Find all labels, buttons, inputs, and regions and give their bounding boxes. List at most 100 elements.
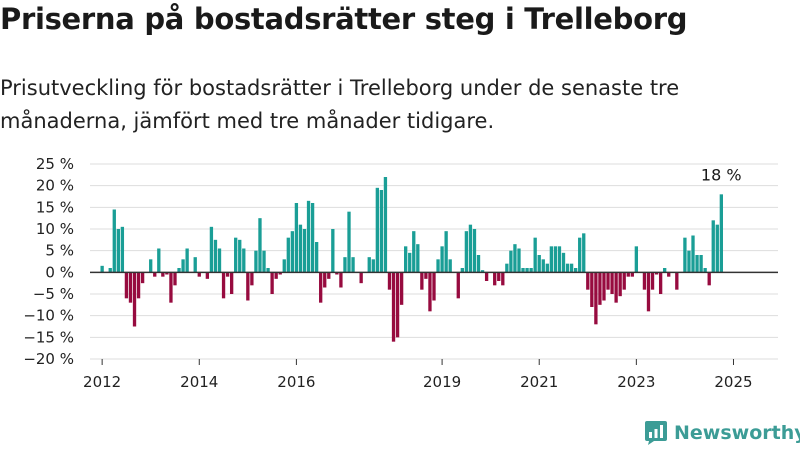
x-tick-label: 2014 <box>180 373 218 391</box>
bar <box>480 270 485 273</box>
bar <box>715 224 719 273</box>
x-tick-label: 2019 <box>423 373 461 391</box>
bar <box>185 248 189 273</box>
bar <box>124 272 129 299</box>
brand-name: Newsworthy <box>674 422 800 444</box>
last-value-annotation: 18 % <box>701 165 742 184</box>
bar <box>128 272 133 303</box>
y-tick-label: −15 % <box>23 328 74 346</box>
bar <box>658 272 663 294</box>
bar <box>282 259 286 273</box>
bar <box>157 248 161 273</box>
bar <box>464 231 469 273</box>
y-axis-ticks: 25 % 20 % 15 % 10 % 5 % 0 % −5 % −10 % −15 % −20 … <box>23 155 74 368</box>
bar <box>181 259 185 273</box>
bar <box>404 246 408 273</box>
bar <box>521 268 525 273</box>
bar <box>517 248 521 273</box>
bar <box>707 272 711 286</box>
bar <box>513 244 517 273</box>
bar <box>561 252 566 273</box>
bar <box>347 211 351 273</box>
bar <box>569 263 574 273</box>
newsworthy-logo-icon <box>645 421 667 445</box>
bar <box>359 272 363 284</box>
x-tick-label: 2012 <box>83 373 121 391</box>
bar <box>205 272 210 279</box>
x-axis-ticks: 2012 2014 2016 2019 2021 2023 2025 <box>83 359 753 391</box>
bar <box>343 257 347 273</box>
bar-chart: 25 % 20 % 15 % 10 % 5 % 0 % −5 % −10 % −15 % −20 … <box>23 155 778 391</box>
gridlines <box>90 163 778 360</box>
y-tick-label: 5 % <box>45 242 74 260</box>
bar <box>667 272 671 277</box>
chart-title: Priserna på bostadsrätter steg i Trelleb… <box>0 2 688 36</box>
bar <box>654 272 659 275</box>
bar <box>270 272 274 294</box>
bar <box>238 239 242 273</box>
bar <box>132 272 137 327</box>
bar <box>100 265 104 273</box>
bar <box>594 272 598 325</box>
bar <box>262 250 266 273</box>
bar <box>537 255 541 273</box>
bar <box>169 272 173 303</box>
bar <box>719 194 724 273</box>
bar <box>501 272 505 286</box>
bar <box>606 272 610 290</box>
bar <box>598 272 602 305</box>
bar <box>416 244 420 273</box>
bar <box>428 272 432 312</box>
bar <box>420 272 424 290</box>
bar <box>408 252 412 273</box>
bar <box>375 187 380 273</box>
bar <box>149 259 153 273</box>
bar <box>683 237 687 273</box>
bar <box>197 272 201 277</box>
bar <box>234 237 238 273</box>
bar <box>699 255 703 273</box>
bar <box>634 246 639 273</box>
bar <box>630 272 634 277</box>
bar <box>557 246 562 273</box>
bar <box>136 272 141 299</box>
bar <box>663 268 667 273</box>
bar <box>711 220 715 273</box>
bar <box>505 263 509 273</box>
bar <box>258 218 262 273</box>
bar <box>424 272 428 279</box>
bar <box>278 272 282 275</box>
bar <box>290 231 295 273</box>
bar <box>614 272 618 303</box>
bar <box>379 190 384 273</box>
bar <box>436 259 440 273</box>
bar <box>472 229 477 273</box>
bar <box>140 272 145 284</box>
y-tick-label: 15 % <box>36 198 74 216</box>
bar <box>525 268 529 273</box>
bar <box>217 248 222 273</box>
bar <box>339 272 343 288</box>
bar <box>646 272 651 312</box>
bar <box>246 272 250 301</box>
bar <box>177 268 181 273</box>
bar <box>675 272 679 290</box>
bar <box>351 257 355 273</box>
bar <box>468 224 473 273</box>
y-tick-label: 0 % <box>45 263 74 281</box>
bar <box>367 257 371 273</box>
bar <box>395 272 400 338</box>
bar <box>298 224 303 273</box>
bar <box>695 255 699 273</box>
y-tick-label: 20 % <box>36 177 74 195</box>
bar <box>448 259 452 273</box>
bar <box>476 255 481 273</box>
bar <box>440 246 444 273</box>
bar <box>529 268 533 273</box>
bar <box>687 250 691 273</box>
bar <box>294 203 299 273</box>
bar <box>371 259 375 273</box>
x-tick-label: 2023 <box>617 373 655 391</box>
bar <box>460 268 464 273</box>
bar <box>610 272 614 294</box>
